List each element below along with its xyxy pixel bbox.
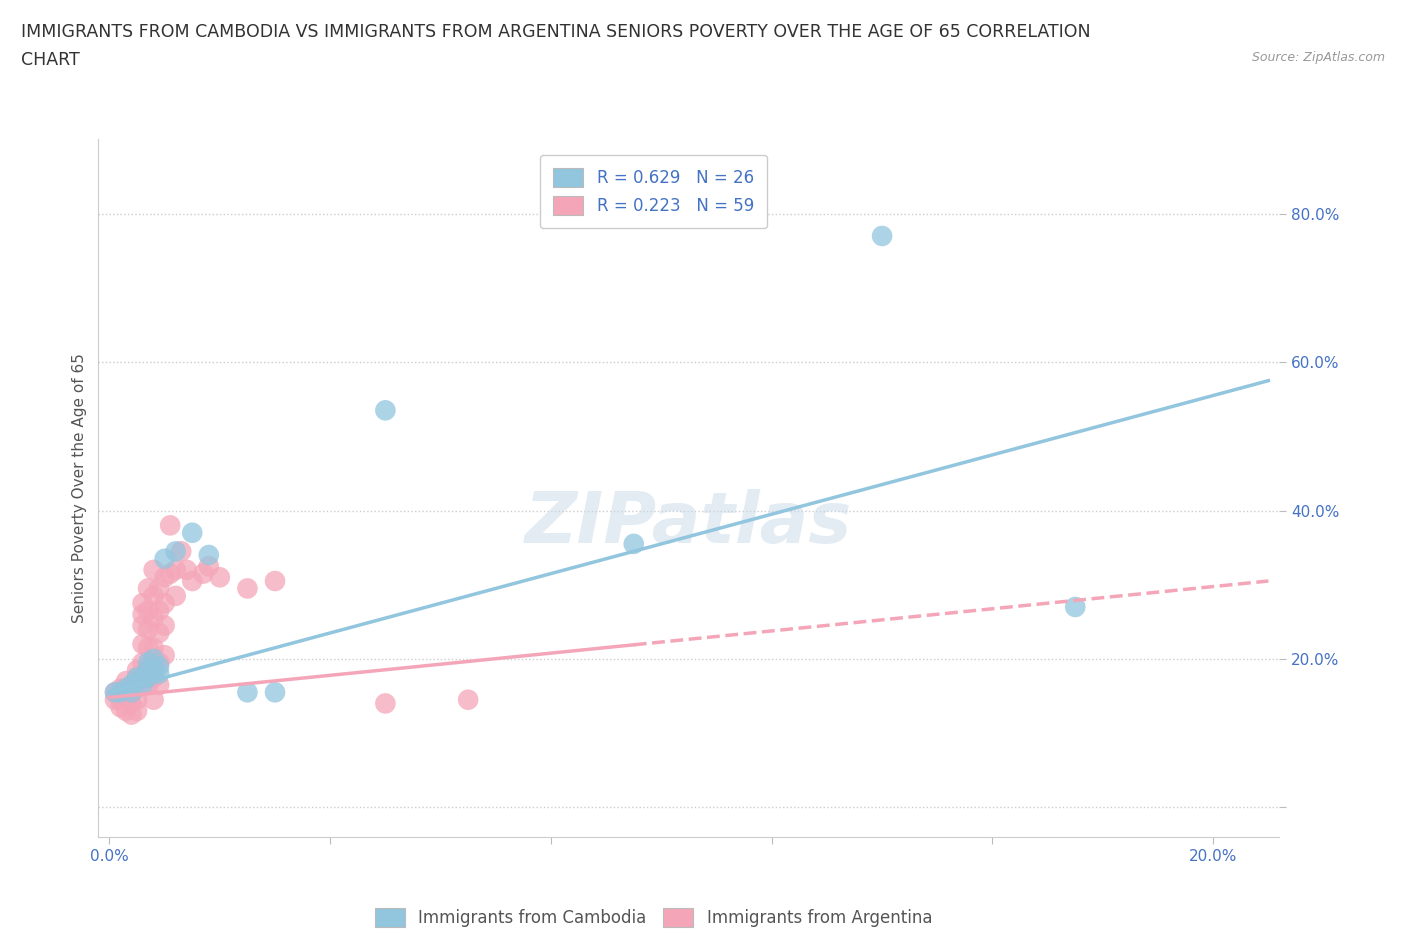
Point xyxy=(125,692,148,707)
Point xyxy=(142,670,165,684)
Text: ZIPatlas: ZIPatlas xyxy=(526,488,852,558)
Point xyxy=(142,641,165,656)
Point xyxy=(104,692,127,707)
Point xyxy=(125,670,148,684)
Point xyxy=(104,684,127,699)
Point xyxy=(110,684,132,699)
Point xyxy=(148,626,170,641)
Point xyxy=(264,574,287,589)
Y-axis label: Seniors Poverty Over the Age of 65: Seniors Poverty Over the Age of 65 xyxy=(72,353,87,623)
Point xyxy=(142,563,165,578)
Point xyxy=(110,699,132,714)
Point xyxy=(153,618,176,633)
Point xyxy=(148,677,170,692)
Point xyxy=(131,670,153,684)
Point xyxy=(159,518,181,533)
Point xyxy=(165,563,187,578)
Text: Source: ZipAtlas.com: Source: ZipAtlas.com xyxy=(1251,51,1385,64)
Point xyxy=(148,658,170,673)
Point xyxy=(1064,600,1087,615)
Point xyxy=(121,684,143,699)
Text: IMMIGRANTS FROM CAMBODIA VS IMMIGRANTS FROM ARGENTINA SENIORS POVERTY OVER THE A: IMMIGRANTS FROM CAMBODIA VS IMMIGRANTS F… xyxy=(21,23,1091,41)
Point xyxy=(115,681,138,696)
Point xyxy=(121,696,143,711)
Point xyxy=(125,681,148,696)
Point xyxy=(136,655,159,670)
Point xyxy=(131,607,153,622)
Point xyxy=(136,581,159,596)
Point xyxy=(121,684,143,699)
Point xyxy=(142,589,165,604)
Point xyxy=(125,670,148,684)
Point xyxy=(176,563,198,578)
Point xyxy=(208,570,231,585)
Point xyxy=(193,566,215,581)
Point xyxy=(136,622,159,637)
Point xyxy=(136,677,159,692)
Legend: Immigrants from Cambodia, Immigrants from Argentina: Immigrants from Cambodia, Immigrants fro… xyxy=(368,901,939,930)
Point xyxy=(131,655,153,670)
Point xyxy=(131,596,153,611)
Point xyxy=(115,684,138,699)
Point xyxy=(623,537,645,551)
Point xyxy=(181,574,204,589)
Point xyxy=(142,692,165,707)
Point xyxy=(870,229,893,244)
Point xyxy=(457,692,479,707)
Point xyxy=(148,604,170,618)
Point xyxy=(236,581,259,596)
Point xyxy=(142,611,165,626)
Point xyxy=(153,551,176,566)
Point xyxy=(198,559,221,574)
Point xyxy=(142,662,165,677)
Text: CHART: CHART xyxy=(21,51,80,69)
Point xyxy=(125,673,148,688)
Point xyxy=(131,677,153,692)
Point xyxy=(125,703,148,718)
Point xyxy=(131,637,153,652)
Point xyxy=(121,677,143,692)
Point xyxy=(148,666,170,681)
Point xyxy=(153,648,176,663)
Point xyxy=(136,658,159,673)
Point xyxy=(170,544,193,559)
Point xyxy=(115,703,138,718)
Point xyxy=(131,618,153,633)
Point xyxy=(136,662,159,677)
Point xyxy=(159,566,181,581)
Point xyxy=(110,692,132,707)
Point xyxy=(104,684,127,699)
Point xyxy=(136,604,159,618)
Point xyxy=(236,684,259,699)
Point xyxy=(110,681,132,696)
Point xyxy=(148,581,170,596)
Point xyxy=(165,544,187,559)
Point xyxy=(374,403,396,418)
Point xyxy=(121,677,143,692)
Point xyxy=(131,670,153,684)
Point xyxy=(264,684,287,699)
Point xyxy=(142,652,165,667)
Point xyxy=(136,641,159,656)
Point xyxy=(165,589,187,604)
Point xyxy=(153,570,176,585)
Point xyxy=(115,692,138,707)
Point xyxy=(115,673,138,688)
Point xyxy=(121,707,143,722)
Point xyxy=(153,596,176,611)
Point xyxy=(181,525,204,540)
Point xyxy=(198,548,221,563)
Point xyxy=(374,696,396,711)
Point xyxy=(148,655,170,670)
Point xyxy=(136,670,159,684)
Point xyxy=(125,662,148,677)
